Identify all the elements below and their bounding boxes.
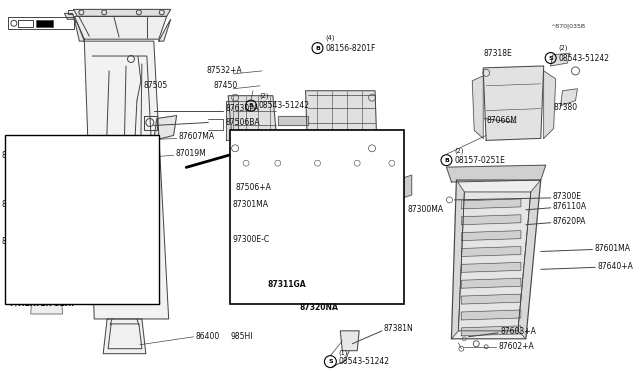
Polygon shape xyxy=(305,91,377,150)
Polygon shape xyxy=(461,247,521,256)
Polygon shape xyxy=(234,220,397,299)
Text: B: B xyxy=(315,46,320,51)
Polygon shape xyxy=(18,205,74,294)
Polygon shape xyxy=(550,53,570,66)
Bar xyxy=(5,135,159,304)
Polygon shape xyxy=(31,299,63,314)
Text: 87630PA: 87630PA xyxy=(225,104,259,113)
Polygon shape xyxy=(278,116,308,125)
Polygon shape xyxy=(65,13,74,19)
Polygon shape xyxy=(561,89,577,106)
Text: 86400: 86400 xyxy=(195,332,220,341)
Polygon shape xyxy=(340,331,359,351)
Text: 87603+A: 87603+A xyxy=(500,327,536,336)
Text: 08543-51242: 08543-51242 xyxy=(339,357,389,366)
Text: 87505+B: 87505+B xyxy=(2,237,38,246)
Text: 87501A: 87501A xyxy=(2,201,31,209)
Text: 87300MA: 87300MA xyxy=(10,151,46,160)
Polygon shape xyxy=(461,294,521,304)
Polygon shape xyxy=(240,226,389,293)
Text: 87506BA: 87506BA xyxy=(225,118,260,127)
Polygon shape xyxy=(461,326,521,336)
Polygon shape xyxy=(159,19,171,41)
Text: (2): (2) xyxy=(454,147,464,154)
Text: 87505: 87505 xyxy=(144,81,168,90)
Text: (4): (4) xyxy=(325,35,335,41)
Text: 87318E: 87318E xyxy=(483,49,512,58)
Polygon shape xyxy=(60,155,70,174)
Text: 87301MA: 87301MA xyxy=(232,201,268,209)
Polygon shape xyxy=(458,192,531,331)
Text: 87066M: 87066M xyxy=(486,116,517,125)
Polygon shape xyxy=(397,175,412,200)
Text: (1): (1) xyxy=(339,349,348,356)
Polygon shape xyxy=(154,116,177,140)
Polygon shape xyxy=(74,9,171,16)
Polygon shape xyxy=(461,278,521,288)
Polygon shape xyxy=(518,180,541,339)
Polygon shape xyxy=(461,231,521,241)
Polygon shape xyxy=(461,199,521,209)
Polygon shape xyxy=(74,19,84,41)
Polygon shape xyxy=(461,215,521,225)
Polygon shape xyxy=(461,262,521,272)
Text: F/HEATER SEAT: F/HEATER SEAT xyxy=(10,299,76,308)
Text: (2): (2) xyxy=(559,45,568,51)
Polygon shape xyxy=(387,220,397,299)
Text: 08156-8201F: 08156-8201F xyxy=(325,44,376,52)
Text: 87625+A: 87625+A xyxy=(10,289,45,298)
Bar xyxy=(230,131,404,304)
Text: 985HI: 985HI xyxy=(230,332,253,341)
Text: ^870|035B: ^870|035B xyxy=(550,23,586,29)
Text: 87602+A: 87602+A xyxy=(498,342,534,351)
Text: 87506+A: 87506+A xyxy=(235,183,271,192)
Text: 87532+A: 87532+A xyxy=(206,67,242,76)
Text: 87601MA: 87601MA xyxy=(595,244,630,253)
Polygon shape xyxy=(234,220,242,299)
Text: S: S xyxy=(548,55,553,61)
Polygon shape xyxy=(10,165,83,175)
Bar xyxy=(36,20,52,27)
Text: B: B xyxy=(444,158,449,163)
Polygon shape xyxy=(103,319,146,354)
Text: 87325+A: 87325+A xyxy=(10,169,45,177)
Polygon shape xyxy=(483,66,544,140)
Text: 87300E: 87300E xyxy=(552,192,582,201)
Polygon shape xyxy=(472,76,483,138)
Polygon shape xyxy=(544,71,556,138)
Text: 87380: 87380 xyxy=(554,103,578,112)
Polygon shape xyxy=(231,155,402,218)
Text: 97300E-C: 97300E-C xyxy=(232,235,269,244)
Text: 87300MA: 87300MA xyxy=(408,205,444,214)
Polygon shape xyxy=(451,180,541,339)
Text: 87640+A: 87640+A xyxy=(597,262,633,271)
Polygon shape xyxy=(22,158,32,175)
Polygon shape xyxy=(12,175,81,195)
Polygon shape xyxy=(451,180,465,339)
Text: 87501A: 87501A xyxy=(2,151,31,160)
Text: 87607MA: 87607MA xyxy=(179,132,214,141)
Text: 08543-51242: 08543-51242 xyxy=(259,101,310,110)
Polygon shape xyxy=(74,16,166,39)
Text: 08157-0251E: 08157-0251E xyxy=(454,156,506,165)
Text: 87311GA: 87311GA xyxy=(268,280,307,289)
Text: 87320NA: 87320NA xyxy=(300,302,339,311)
Text: 87620PA: 87620PA xyxy=(552,217,586,226)
Polygon shape xyxy=(447,165,546,182)
Text: S: S xyxy=(328,359,333,364)
Text: 876110A: 876110A xyxy=(552,202,587,211)
Polygon shape xyxy=(461,310,521,320)
Polygon shape xyxy=(84,41,169,319)
Text: 87019M: 87019M xyxy=(175,149,206,158)
Polygon shape xyxy=(226,101,238,140)
Text: 87450: 87450 xyxy=(213,81,237,90)
Text: 87381N: 87381N xyxy=(384,324,413,333)
Text: 87019MA: 87019MA xyxy=(83,201,119,210)
Text: S: S xyxy=(249,103,253,108)
Text: 08543-51242: 08543-51242 xyxy=(559,54,609,62)
Polygon shape xyxy=(15,195,79,299)
Polygon shape xyxy=(228,96,278,150)
Text: (2): (2) xyxy=(259,93,268,99)
